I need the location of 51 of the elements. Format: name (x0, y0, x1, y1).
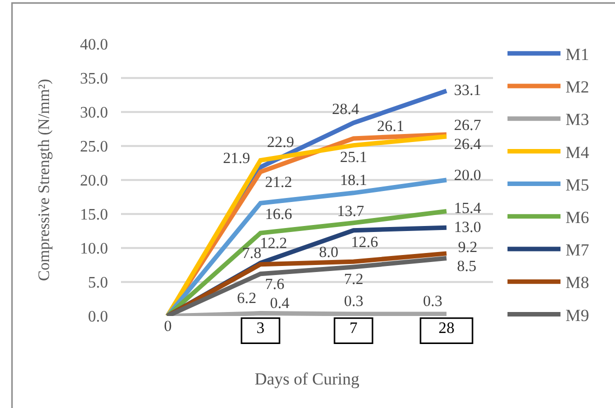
y-tick-label: 10.0 (80, 240, 108, 258)
x-tick-label: 28 (438, 320, 454, 337)
data-label: 22.9 (267, 134, 294, 151)
data-label: 0 (164, 318, 172, 335)
y-tick-label: 30.0 (80, 104, 108, 122)
data-label: 18.1 (340, 172, 368, 189)
x-tick-label: 7 (350, 320, 358, 337)
data-label: 21.9 (223, 150, 250, 167)
y-axis-title: Compressive Strength (N/mm²) (36, 78, 53, 282)
legend-label: M8 (565, 273, 590, 292)
y-tick-label: 20.0 (80, 172, 108, 190)
y-tick-label: 35.0 (80, 70, 108, 88)
data-label: 7.2 (344, 271, 364, 288)
data-label: 13.0 (454, 219, 482, 236)
x-axis-title: Days of Curing (254, 369, 360, 388)
data-label: 0.3 (423, 293, 443, 310)
legend-label: M1 (565, 45, 590, 64)
data-label: 8.5 (457, 258, 477, 275)
x-tick-label: 3 (256, 320, 264, 337)
y-tick-label: 40.0 (80, 36, 108, 54)
legend-label: M2 (565, 78, 590, 97)
data-label: 26.4 (454, 136, 482, 153)
data-label: 33.1 (454, 82, 482, 99)
data-label: 26.1 (377, 118, 404, 135)
legend-label: M4 (565, 142, 590, 162)
data-label: 21.2 (265, 174, 292, 191)
y-tick-label: 25.0 (80, 138, 108, 156)
data-label: 12.2 (260, 235, 288, 252)
data-label: 6.2 (237, 290, 256, 307)
data-label: 7.8 (242, 245, 262, 262)
data-label: 0.3 (344, 293, 364, 310)
legend-label: M7 (565, 240, 590, 260)
y-tick-label: 15.0 (80, 206, 108, 224)
data-label: 8.0 (319, 244, 339, 261)
legend-label: M6 (565, 208, 590, 228)
data-label: 13.7 (337, 203, 364, 220)
data-label: 28.4 (332, 101, 360, 118)
y-tick-label: 0.0 (88, 308, 108, 326)
data-label: 15.4 (454, 200, 482, 217)
data-label: 9.2 (458, 239, 478, 256)
data-label: 26.7 (454, 117, 482, 134)
y-tick-label: 5.0 (88, 274, 108, 292)
data-label: 25.1 (340, 149, 368, 166)
data-label: 12.6 (351, 234, 378, 251)
data-label: 7.6 (265, 276, 285, 293)
legend-label: M3 (565, 110, 590, 130)
data-label: 20.0 (454, 167, 482, 184)
data-label: 16.6 (265, 206, 292, 223)
legend-label: M5 (565, 175, 590, 194)
data-label: 0.4 (270, 295, 290, 312)
legend-label: M9 (565, 306, 590, 325)
